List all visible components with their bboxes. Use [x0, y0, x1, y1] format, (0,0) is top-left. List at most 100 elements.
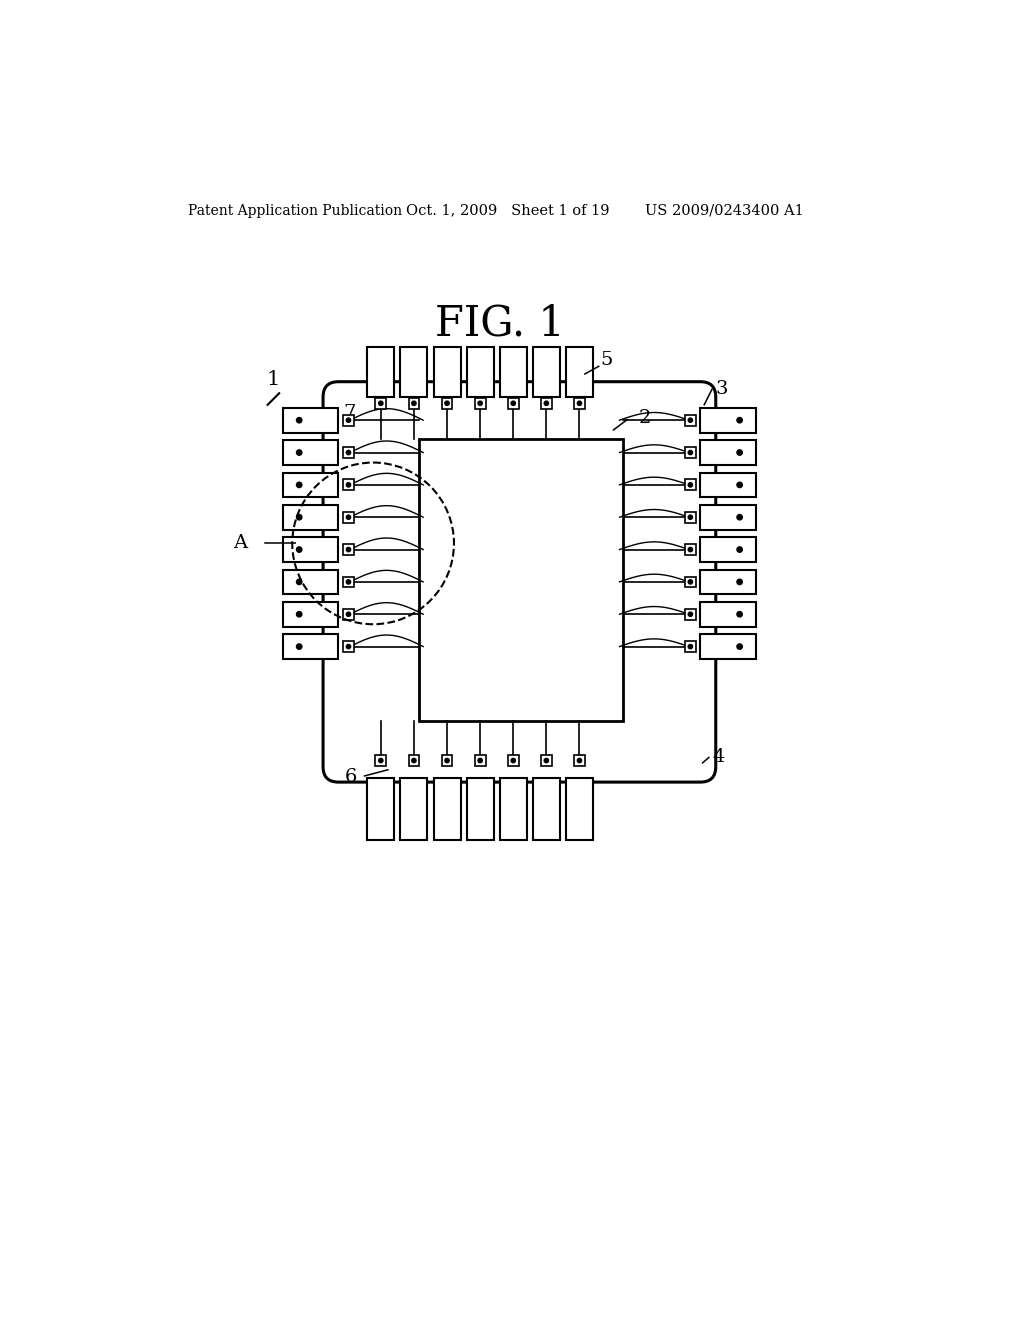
Bar	[283, 570, 339, 594]
Bar	[368, 347, 394, 397]
Circle shape	[688, 483, 692, 487]
Bar	[343, 609, 354, 619]
Bar	[467, 347, 494, 397]
Circle shape	[346, 418, 350, 422]
Circle shape	[511, 759, 515, 763]
Bar	[574, 397, 585, 409]
Bar	[700, 537, 756, 562]
Circle shape	[737, 515, 742, 520]
Circle shape	[346, 450, 350, 454]
Circle shape	[737, 579, 742, 585]
Circle shape	[379, 401, 383, 405]
Bar	[685, 642, 695, 652]
Bar	[685, 479, 695, 490]
Circle shape	[688, 548, 692, 552]
Text: 3: 3	[716, 380, 728, 399]
Circle shape	[444, 759, 450, 763]
Circle shape	[297, 611, 302, 616]
Bar	[376, 397, 386, 409]
Bar	[343, 414, 354, 425]
Circle shape	[297, 417, 302, 422]
Circle shape	[544, 759, 549, 763]
Text: FIG. 1: FIG. 1	[435, 304, 565, 345]
Circle shape	[688, 579, 692, 583]
Bar	[566, 779, 593, 840]
Bar	[441, 397, 453, 409]
Text: Patent Application Publication: Patent Application Publication	[188, 203, 402, 218]
Bar	[685, 512, 695, 523]
Circle shape	[688, 418, 692, 422]
Bar	[433, 779, 461, 840]
Bar	[400, 347, 427, 397]
Bar	[343, 544, 354, 554]
Bar	[475, 755, 485, 766]
Bar	[283, 473, 339, 498]
Circle shape	[478, 401, 482, 405]
Circle shape	[297, 515, 302, 520]
Text: 1: 1	[266, 371, 280, 389]
Circle shape	[688, 644, 692, 648]
Bar	[419, 440, 624, 721]
Circle shape	[444, 401, 450, 405]
Bar	[685, 609, 695, 619]
Bar	[541, 397, 552, 409]
Bar	[700, 441, 756, 465]
Bar	[508, 397, 518, 409]
Bar	[283, 635, 339, 659]
Circle shape	[412, 759, 416, 763]
Circle shape	[544, 401, 549, 405]
Bar	[700, 506, 756, 529]
Circle shape	[412, 401, 416, 405]
Bar	[283, 506, 339, 529]
Bar	[700, 635, 756, 659]
Bar	[343, 479, 354, 490]
Text: 2: 2	[639, 409, 651, 426]
Bar	[343, 512, 354, 523]
Bar	[700, 473, 756, 498]
Circle shape	[346, 579, 350, 583]
Bar	[685, 577, 695, 587]
Circle shape	[511, 401, 515, 405]
Bar	[283, 441, 339, 465]
Text: 6: 6	[345, 768, 357, 785]
Bar	[508, 755, 518, 766]
Bar	[368, 779, 394, 840]
FancyBboxPatch shape	[323, 381, 716, 781]
Bar	[685, 414, 695, 425]
Bar	[343, 577, 354, 587]
Text: 5: 5	[600, 351, 612, 370]
Circle shape	[578, 401, 582, 405]
Circle shape	[688, 515, 692, 519]
Circle shape	[297, 546, 302, 552]
Bar	[532, 347, 560, 397]
Bar	[441, 755, 453, 766]
Circle shape	[478, 759, 482, 763]
Text: 4: 4	[713, 748, 725, 767]
Bar	[685, 544, 695, 554]
Bar	[500, 779, 526, 840]
Text: Oct. 1, 2009   Sheet 1 of 19: Oct. 1, 2009 Sheet 1 of 19	[407, 203, 609, 218]
Bar	[574, 755, 585, 766]
Bar	[343, 447, 354, 458]
Circle shape	[688, 450, 692, 454]
Bar	[685, 447, 695, 458]
Circle shape	[578, 759, 582, 763]
Circle shape	[346, 612, 350, 616]
Bar	[283, 537, 339, 562]
Circle shape	[297, 450, 302, 455]
Bar	[433, 347, 461, 397]
Bar	[283, 408, 339, 433]
Circle shape	[346, 483, 350, 487]
Bar	[409, 755, 419, 766]
Circle shape	[297, 644, 302, 649]
Bar	[283, 602, 339, 627]
Bar	[400, 779, 427, 840]
Circle shape	[737, 482, 742, 487]
Circle shape	[737, 450, 742, 455]
Circle shape	[737, 546, 742, 552]
Circle shape	[346, 548, 350, 552]
Bar	[532, 779, 560, 840]
Bar	[467, 779, 494, 840]
Circle shape	[346, 515, 350, 519]
Circle shape	[346, 644, 350, 648]
